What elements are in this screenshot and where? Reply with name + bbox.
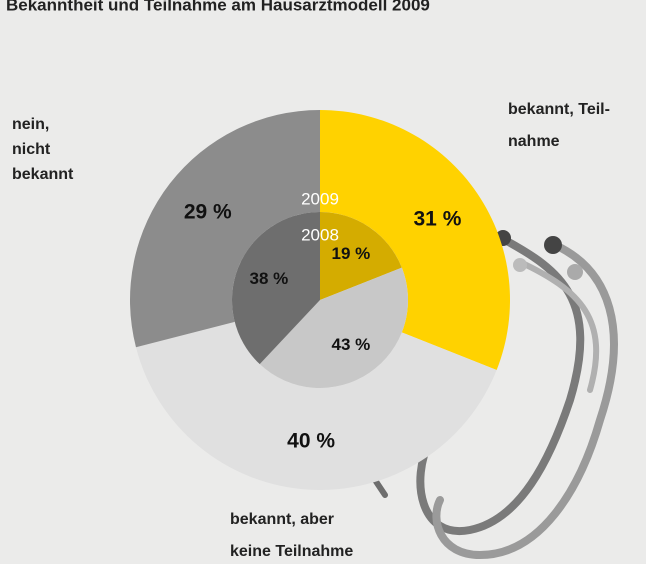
value-label: 38 % (249, 269, 288, 288)
category-label: nein, (12, 116, 49, 133)
donut-segment (259, 267, 408, 389)
stethoscope-decoration (372, 230, 618, 560)
category-label: bekannt (12, 166, 74, 183)
donut-segment (232, 212, 320, 365)
donut-segment (320, 110, 511, 370)
value-label: 40 % (287, 429, 335, 452)
value-label: 19 % (332, 244, 371, 263)
category-label: keine Teilnahme (230, 543, 353, 560)
series-label: 2009 (301, 189, 339, 208)
value-label: 29 % (184, 201, 232, 224)
value-label: 31 % (414, 208, 462, 231)
category-label: nicht (12, 141, 51, 158)
category-label: bekannt, Teil- (508, 101, 610, 118)
donut-segment (129, 110, 320, 348)
donut-segment (320, 212, 402, 300)
value-label: 43 % (332, 335, 371, 354)
category-label: bekannt, aber (230, 511, 334, 528)
chart-title: Bekanntheit und Teilnahme am Hausarztmod… (6, 0, 430, 14)
series-label: 2008 (301, 225, 339, 244)
donut-segment (135, 321, 497, 491)
category-label: nahme (508, 133, 560, 150)
